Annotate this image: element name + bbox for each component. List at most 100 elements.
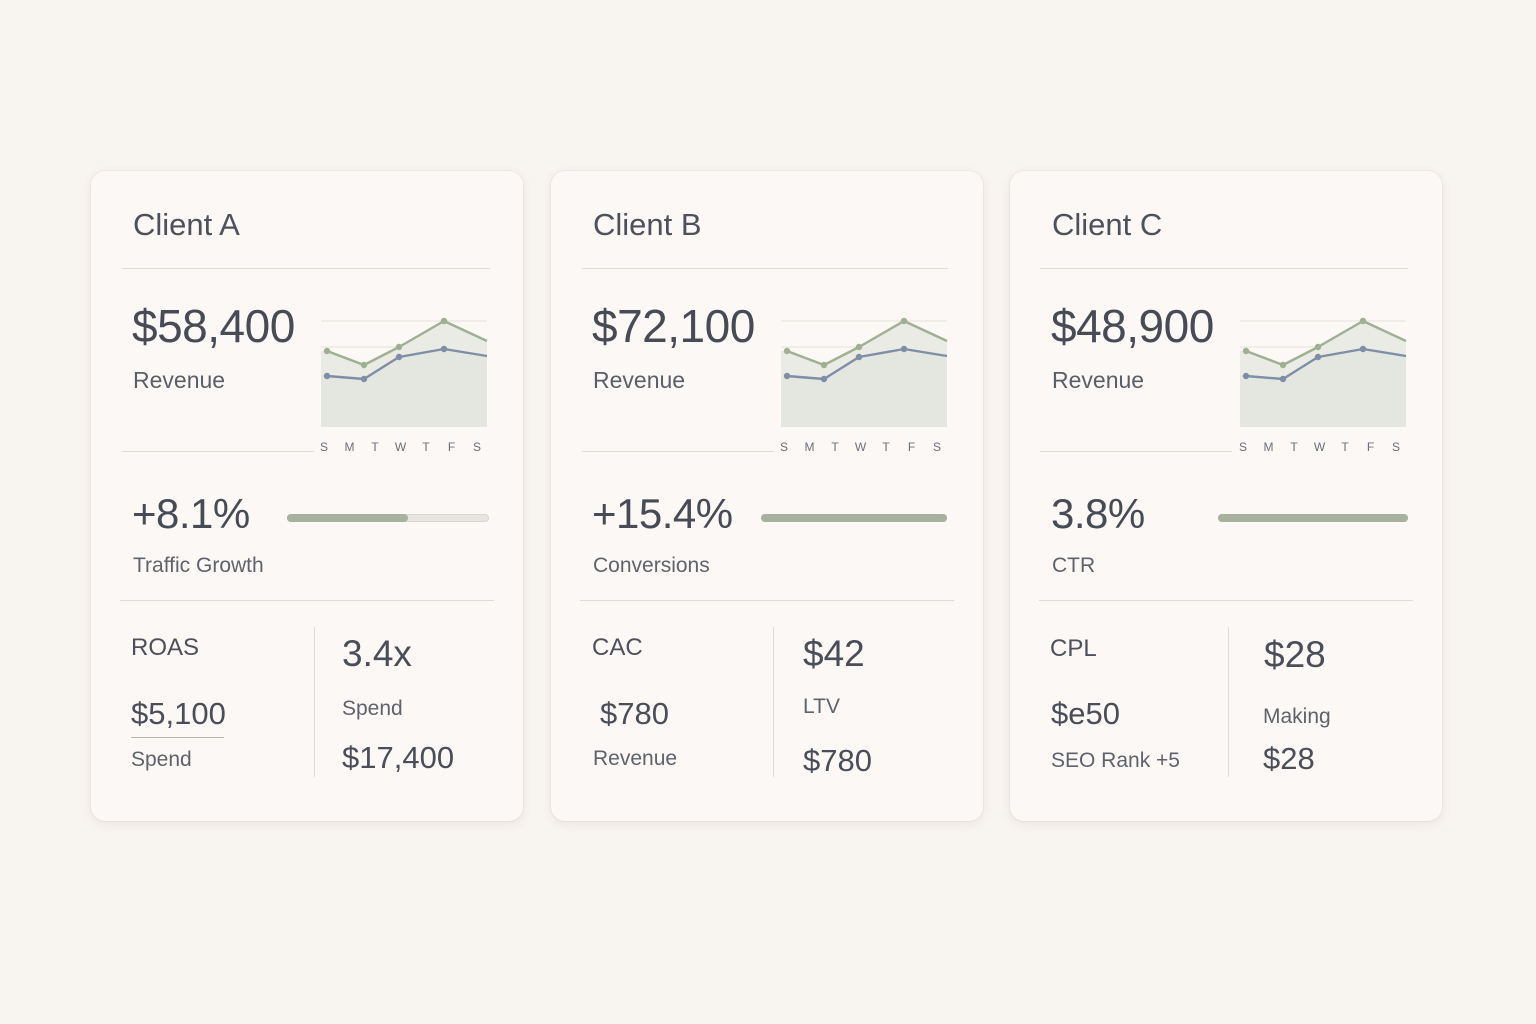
sparkline-area: [781, 349, 947, 427]
card-title: Client B: [593, 207, 702, 242]
growth-progress-bar: [1218, 514, 1408, 522]
revenue-label: Revenue: [593, 367, 686, 393]
sparkline-point: [1359, 345, 1367, 353]
growth-value: 3.8%: [1051, 490, 1145, 537]
client-card-c: Client C $48,900 Revenue S M T W T F S 3.8% CT…: [1010, 171, 1442, 821]
weekday-label: T: [422, 440, 430, 454]
card-title: Client C: [1052, 207, 1163, 242]
sparkline-point: [1314, 343, 1322, 351]
divider: [122, 451, 314, 452]
metric-value: $28: [1264, 634, 1326, 675]
divider: [1040, 268, 1408, 269]
sparkline-point: [1279, 361, 1287, 369]
metric-value: $17,400: [342, 740, 455, 775]
metric-caption: LTV: [803, 695, 840, 718]
metric-label: ROAS: [131, 634, 200, 661]
divider: [122, 268, 490, 269]
weekday-label: M: [1264, 440, 1274, 454]
sparkline-point: [783, 347, 791, 355]
sparkline-point: [1314, 353, 1322, 361]
revenue-value: $58,400: [132, 300, 295, 352]
metric-caption: Making: [1263, 705, 1331, 728]
metric-value: $e50: [1051, 696, 1120, 731]
revenue-label: Revenue: [133, 367, 226, 393]
divider: [1039, 600, 1413, 601]
sparkline-point: [855, 343, 863, 351]
metric-caption: SEO Rank +5: [1051, 749, 1180, 772]
weekday-label: T: [882, 440, 890, 454]
weekday-label: T: [1290, 440, 1298, 454]
sparkline-point: [1242, 347, 1250, 355]
revenue-value: $48,900: [1051, 300, 1214, 352]
growth-progress-fill: [1218, 514, 1408, 522]
sparkline-point: [1359, 317, 1367, 325]
divider: [580, 600, 954, 601]
weekday-label: S: [1239, 440, 1247, 454]
weekday-label: W: [1314, 440, 1326, 454]
sparkline-point: [855, 353, 863, 361]
growth-label: Conversions: [593, 554, 710, 577]
metric-value: 3.4x: [342, 633, 412, 674]
weekday-label: F: [1367, 440, 1374, 454]
sparkline-point: [1242, 372, 1250, 380]
sparkline-point: [820, 375, 828, 383]
divider: [582, 451, 774, 452]
metric-label: CAC: [592, 634, 643, 661]
weekday-label: W: [395, 440, 407, 454]
metric-value: $780: [600, 696, 669, 731]
card-title: Client A: [133, 207, 240, 242]
sparkline-point: [323, 347, 331, 355]
divider: [120, 600, 494, 601]
metric-value: $5,100: [131, 696, 226, 731]
revenue-value: $72,100: [592, 300, 755, 352]
weekday-label: S: [933, 440, 941, 454]
weekday-label: F: [908, 440, 915, 454]
weekday-label: S: [320, 440, 328, 454]
growth-label: CTR: [1052, 554, 1096, 577]
divider: [1040, 451, 1232, 452]
sparkline-point: [395, 353, 403, 361]
sparkline-point: [820, 361, 828, 369]
sparkline-point: [323, 372, 331, 380]
client-card-a: Client A $58,400 Revenue S M T W T F S +8.1% T…: [91, 171, 523, 821]
metrics-divider: [1228, 627, 1229, 777]
metric-value: $42: [803, 633, 865, 674]
sparkline-point: [1279, 375, 1287, 383]
weekday-label: W: [855, 440, 867, 454]
metric-value: $28: [1263, 741, 1315, 776]
weekday-label: S: [780, 440, 788, 454]
growth-value: +15.4%: [592, 490, 733, 537]
weekday-label: T: [371, 440, 379, 454]
metrics-divider: [314, 627, 315, 777]
growth-progress-fill: [287, 514, 409, 522]
weekday-label: T: [1341, 440, 1349, 454]
weekday-label: S: [473, 440, 481, 454]
sparkline-point: [440, 317, 448, 325]
weekday-label: F: [448, 440, 455, 454]
sparkline-area: [1240, 349, 1406, 427]
metric-caption: Spend: [342, 697, 403, 720]
growth-label: Traffic Growth: [133, 554, 264, 577]
metric-label: CPL: [1050, 635, 1097, 662]
sparkline-area: [321, 349, 487, 427]
sparkline-point: [900, 345, 908, 353]
weekday-label: M: [805, 440, 815, 454]
growth-progress-bar: [287, 514, 489, 522]
sparkline-point: [360, 375, 368, 383]
metric-value-underline: [131, 737, 224, 738]
sparkline-point: [395, 343, 403, 351]
weekday-label: S: [1392, 440, 1400, 454]
growth-progress-fill: [761, 514, 947, 522]
weekday-label: T: [831, 440, 839, 454]
metric-caption: Revenue: [593, 747, 678, 770]
growth-progress-bar: [761, 514, 947, 522]
weekday-label: M: [345, 440, 355, 454]
metric-caption: Spend: [131, 748, 192, 771]
sparkline-point: [440, 345, 448, 353]
divider: [582, 268, 948, 269]
growth-value: +8.1%: [132, 490, 250, 537]
